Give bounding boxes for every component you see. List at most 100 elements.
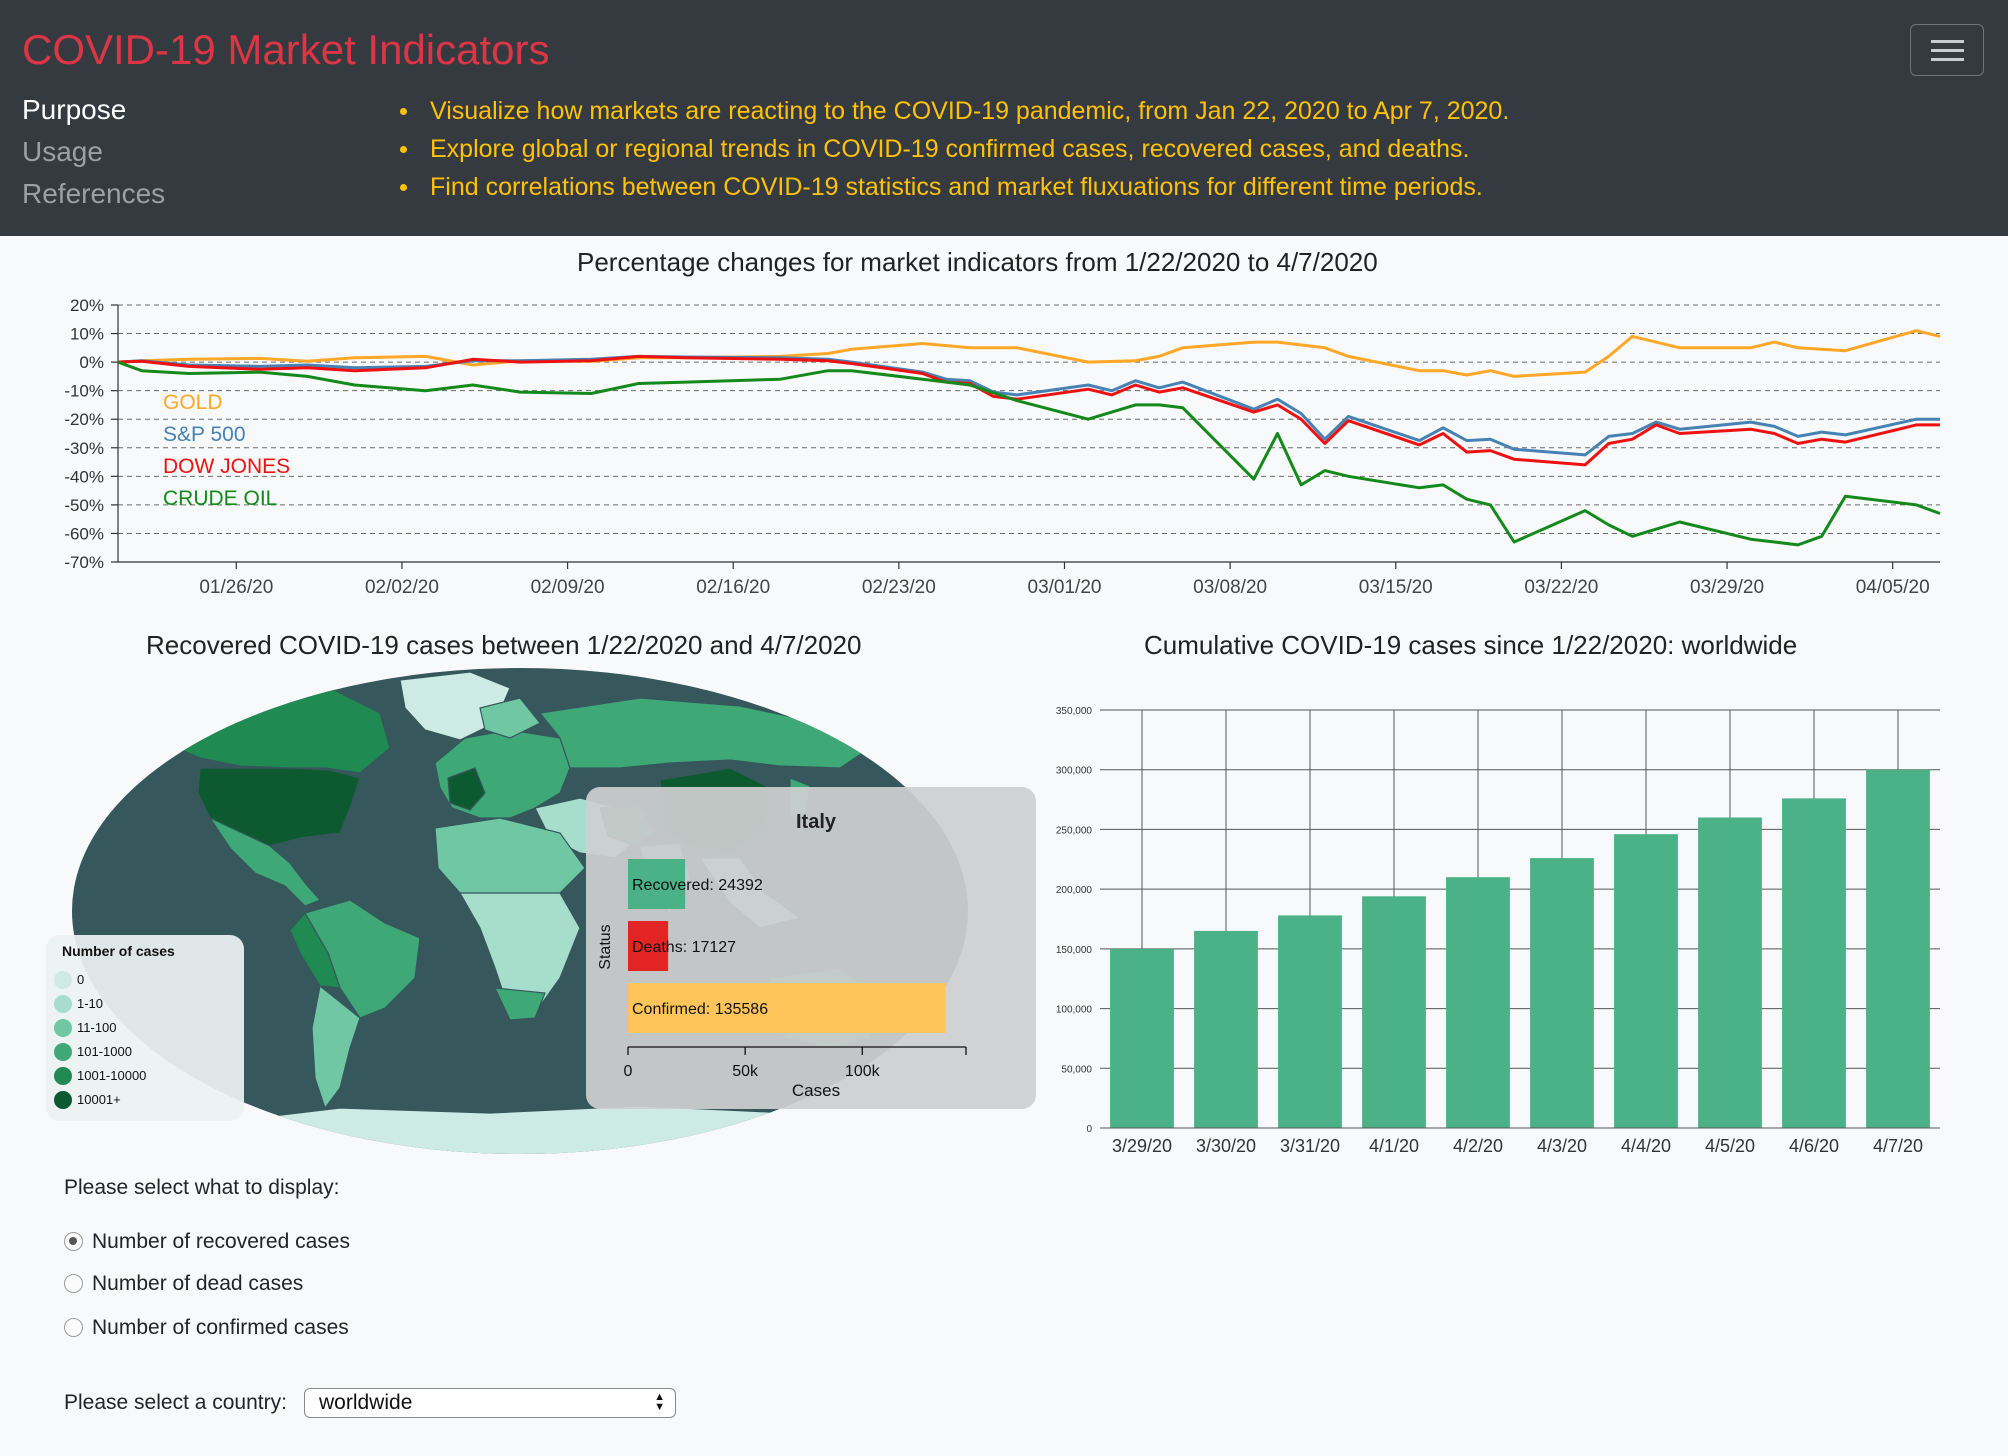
legend-swatch: [54, 1019, 72, 1037]
y-tick-label: 350,000: [1056, 706, 1093, 717]
x-tick-label: 03/29/20: [1690, 577, 1764, 598]
y-tick-label: -10%: [64, 382, 104, 401]
tooltip-bar-label: Deaths: 17127: [632, 939, 736, 956]
tooltip-bar: [628, 859, 686, 909]
radio-label-confirmed[interactable]: Number of confirmed cases: [92, 1316, 349, 1339]
y-tick-label: -70%: [64, 553, 104, 572]
x-tick-label: 04/05/20: [1856, 577, 1930, 598]
y-tick-label: 50,000: [1061, 1064, 1092, 1075]
map-region-scandinavia[interactable]: [479, 697, 541, 739]
y-tick-label: 300,000: [1056, 766, 1093, 777]
map-region-usa[interactable]: [197, 767, 361, 847]
x-tick-label: 03/22/20: [1524, 577, 1598, 598]
tooltip-x-tick-label: 100k: [845, 1063, 881, 1080]
map-legend: Number of cases 0 1-10 11-100 101-1000 1…: [46, 935, 244, 1121]
tooltip-bar: [628, 983, 946, 1033]
y-tick-label: -30%: [64, 439, 104, 458]
radio-confirmed[interactable]: [64, 1318, 83, 1337]
x-tick-label: 4/4/20: [1621, 1136, 1671, 1156]
map-region-mexico[interactable]: [208, 816, 322, 907]
y-tick-label: -60%: [64, 524, 104, 543]
tooltip-x-tick-label: 50k: [732, 1063, 759, 1080]
y-tick-label: 200,000: [1056, 885, 1093, 896]
map-region-russia[interactable]: [538, 697, 872, 769]
x-tick-label: 03/15/20: [1359, 577, 1433, 598]
radio-dead[interactable]: [64, 1274, 83, 1293]
legend-label: 10001+: [77, 1092, 121, 1107]
series-line-crude-oil: [117, 360, 1941, 547]
hamburger-menu-button[interactable]: [1910, 24, 1984, 76]
radio-label-recovered[interactable]: Number of recovered cases: [92, 1230, 350, 1253]
radio-recovered[interactable]: [64, 1232, 83, 1251]
y-tick-label: 250,000: [1056, 825, 1093, 836]
tooltip-y-axis-label: Status: [597, 924, 614, 969]
series-line-dow-jones: [117, 354, 1940, 467]
legend-label: 0: [77, 972, 85, 987]
x-tick-label: 03/01/20: [1028, 577, 1102, 598]
legend-label: 101-1000: [77, 1044, 132, 1059]
cumulative-chart-title: Cumulative COVID-19 cases since 1/22/202…: [1144, 630, 1798, 660]
radio-label-dead[interactable]: Number of dead cases: [92, 1272, 304, 1295]
country-prompt: Please select a country:: [64, 1391, 287, 1414]
series-legend-label: S&P 500: [163, 423, 246, 446]
bar: [1446, 877, 1510, 1128]
legend-swatch: [54, 995, 72, 1013]
legend-label: 1-10: [77, 996, 104, 1011]
bar: [1866, 769, 1930, 1128]
x-tick-label: 02/16/20: [696, 577, 770, 598]
purpose-bullet: Explore global or regional trends in COV…: [398, 130, 1509, 168]
purpose-bullet: Find correlations between COVID-19 stati…: [398, 168, 1509, 206]
y-tick-label: 0: [1086, 1124, 1092, 1135]
tooltip-bar-label: Confirmed: 135586: [632, 1001, 768, 1018]
bar: [1194, 930, 1258, 1128]
x-tick-label: 4/7/20: [1873, 1136, 1923, 1156]
hamburger-icon: [1931, 40, 1964, 43]
tooltip-bar-label: Recovered: 24392: [632, 877, 763, 894]
series-legend-label: GOLD: [163, 391, 223, 414]
map-region-greenland[interactable]: [399, 671, 511, 741]
map-title: Recovered COVID-19 cases between 1/22/20…: [146, 630, 862, 660]
display-prompt: Please select what to display:: [64, 1176, 340, 1199]
x-tick-label: 02/23/20: [862, 577, 936, 598]
x-tick-label: 4/3/20: [1537, 1136, 1587, 1156]
tooltip-x-axis-label: Cases: [792, 1081, 840, 1100]
tooltip-title: Italy: [796, 811, 837, 833]
nav-purpose[interactable]: Purpose: [22, 94, 127, 125]
x-tick-label: 3/29/20: [1112, 1136, 1172, 1156]
y-tick-label: 0%: [79, 353, 104, 372]
top-navbar: COVID-19 Market Indicators Purpose Usage…: [0, 0, 2008, 236]
map-region-alaska[interactable]: [99, 712, 171, 764]
hamburger-icon-line: [1931, 49, 1964, 52]
legend-swatch: [54, 1067, 72, 1085]
map-region-argentina[interactable]: [311, 984, 361, 1110]
country-select[interactable]: worldwide ▲ ▼: [304, 1388, 676, 1418]
cumulative-bar-chart: 0 50,000 100,000 150,000 200,000 250,000 300,0…: [1056, 706, 1940, 1156]
x-tick-label: 3/30/20: [1196, 1136, 1256, 1156]
tooltip-x-tick-label: 0: [624, 1063, 633, 1080]
x-tick-label: 02/02/20: [365, 577, 439, 598]
select-arrows-icon: ▲ ▼: [654, 1391, 665, 1413]
series-legend-label: CRUDE OIL: [163, 487, 277, 510]
tooltip-bar: [628, 921, 669, 971]
x-tick-label: 4/2/20: [1453, 1136, 1503, 1156]
bar: [1362, 896, 1426, 1128]
bar: [1110, 948, 1174, 1128]
bar: [1698, 817, 1762, 1128]
legend-swatch: [54, 971, 72, 989]
market-line-chart: 20% 10% 0% -10% -20% -30% -40% -50% -60% -70% 01/2…: [64, 296, 1941, 598]
map-region-western-europe[interactable]: [447, 767, 486, 811]
y-tick-label: 10%: [70, 325, 104, 344]
y-tick-label: 20%: [70, 296, 104, 315]
nav-references[interactable]: References: [22, 178, 166, 209]
y-tick-label: -20%: [64, 410, 104, 429]
bar: [1278, 915, 1342, 1128]
map-region-antarctica[interactable]: [179, 1105, 901, 1158]
x-tick-label: 4/6/20: [1789, 1136, 1839, 1156]
y-tick-label: 100,000: [1056, 1005, 1093, 1016]
y-tick-label: 150,000: [1056, 945, 1093, 956]
nav-usage[interactable]: Usage: [22, 136, 103, 167]
map-region-south-africa[interactable]: [494, 987, 546, 1021]
app-title[interactable]: COVID-19 Market Indicators: [22, 26, 550, 73]
tooltip-bar-chart: Italy Recovered: 24392 Deaths: 17127 Confir…: [597, 811, 967, 1100]
hamburger-icon-line: [1931, 58, 1964, 61]
